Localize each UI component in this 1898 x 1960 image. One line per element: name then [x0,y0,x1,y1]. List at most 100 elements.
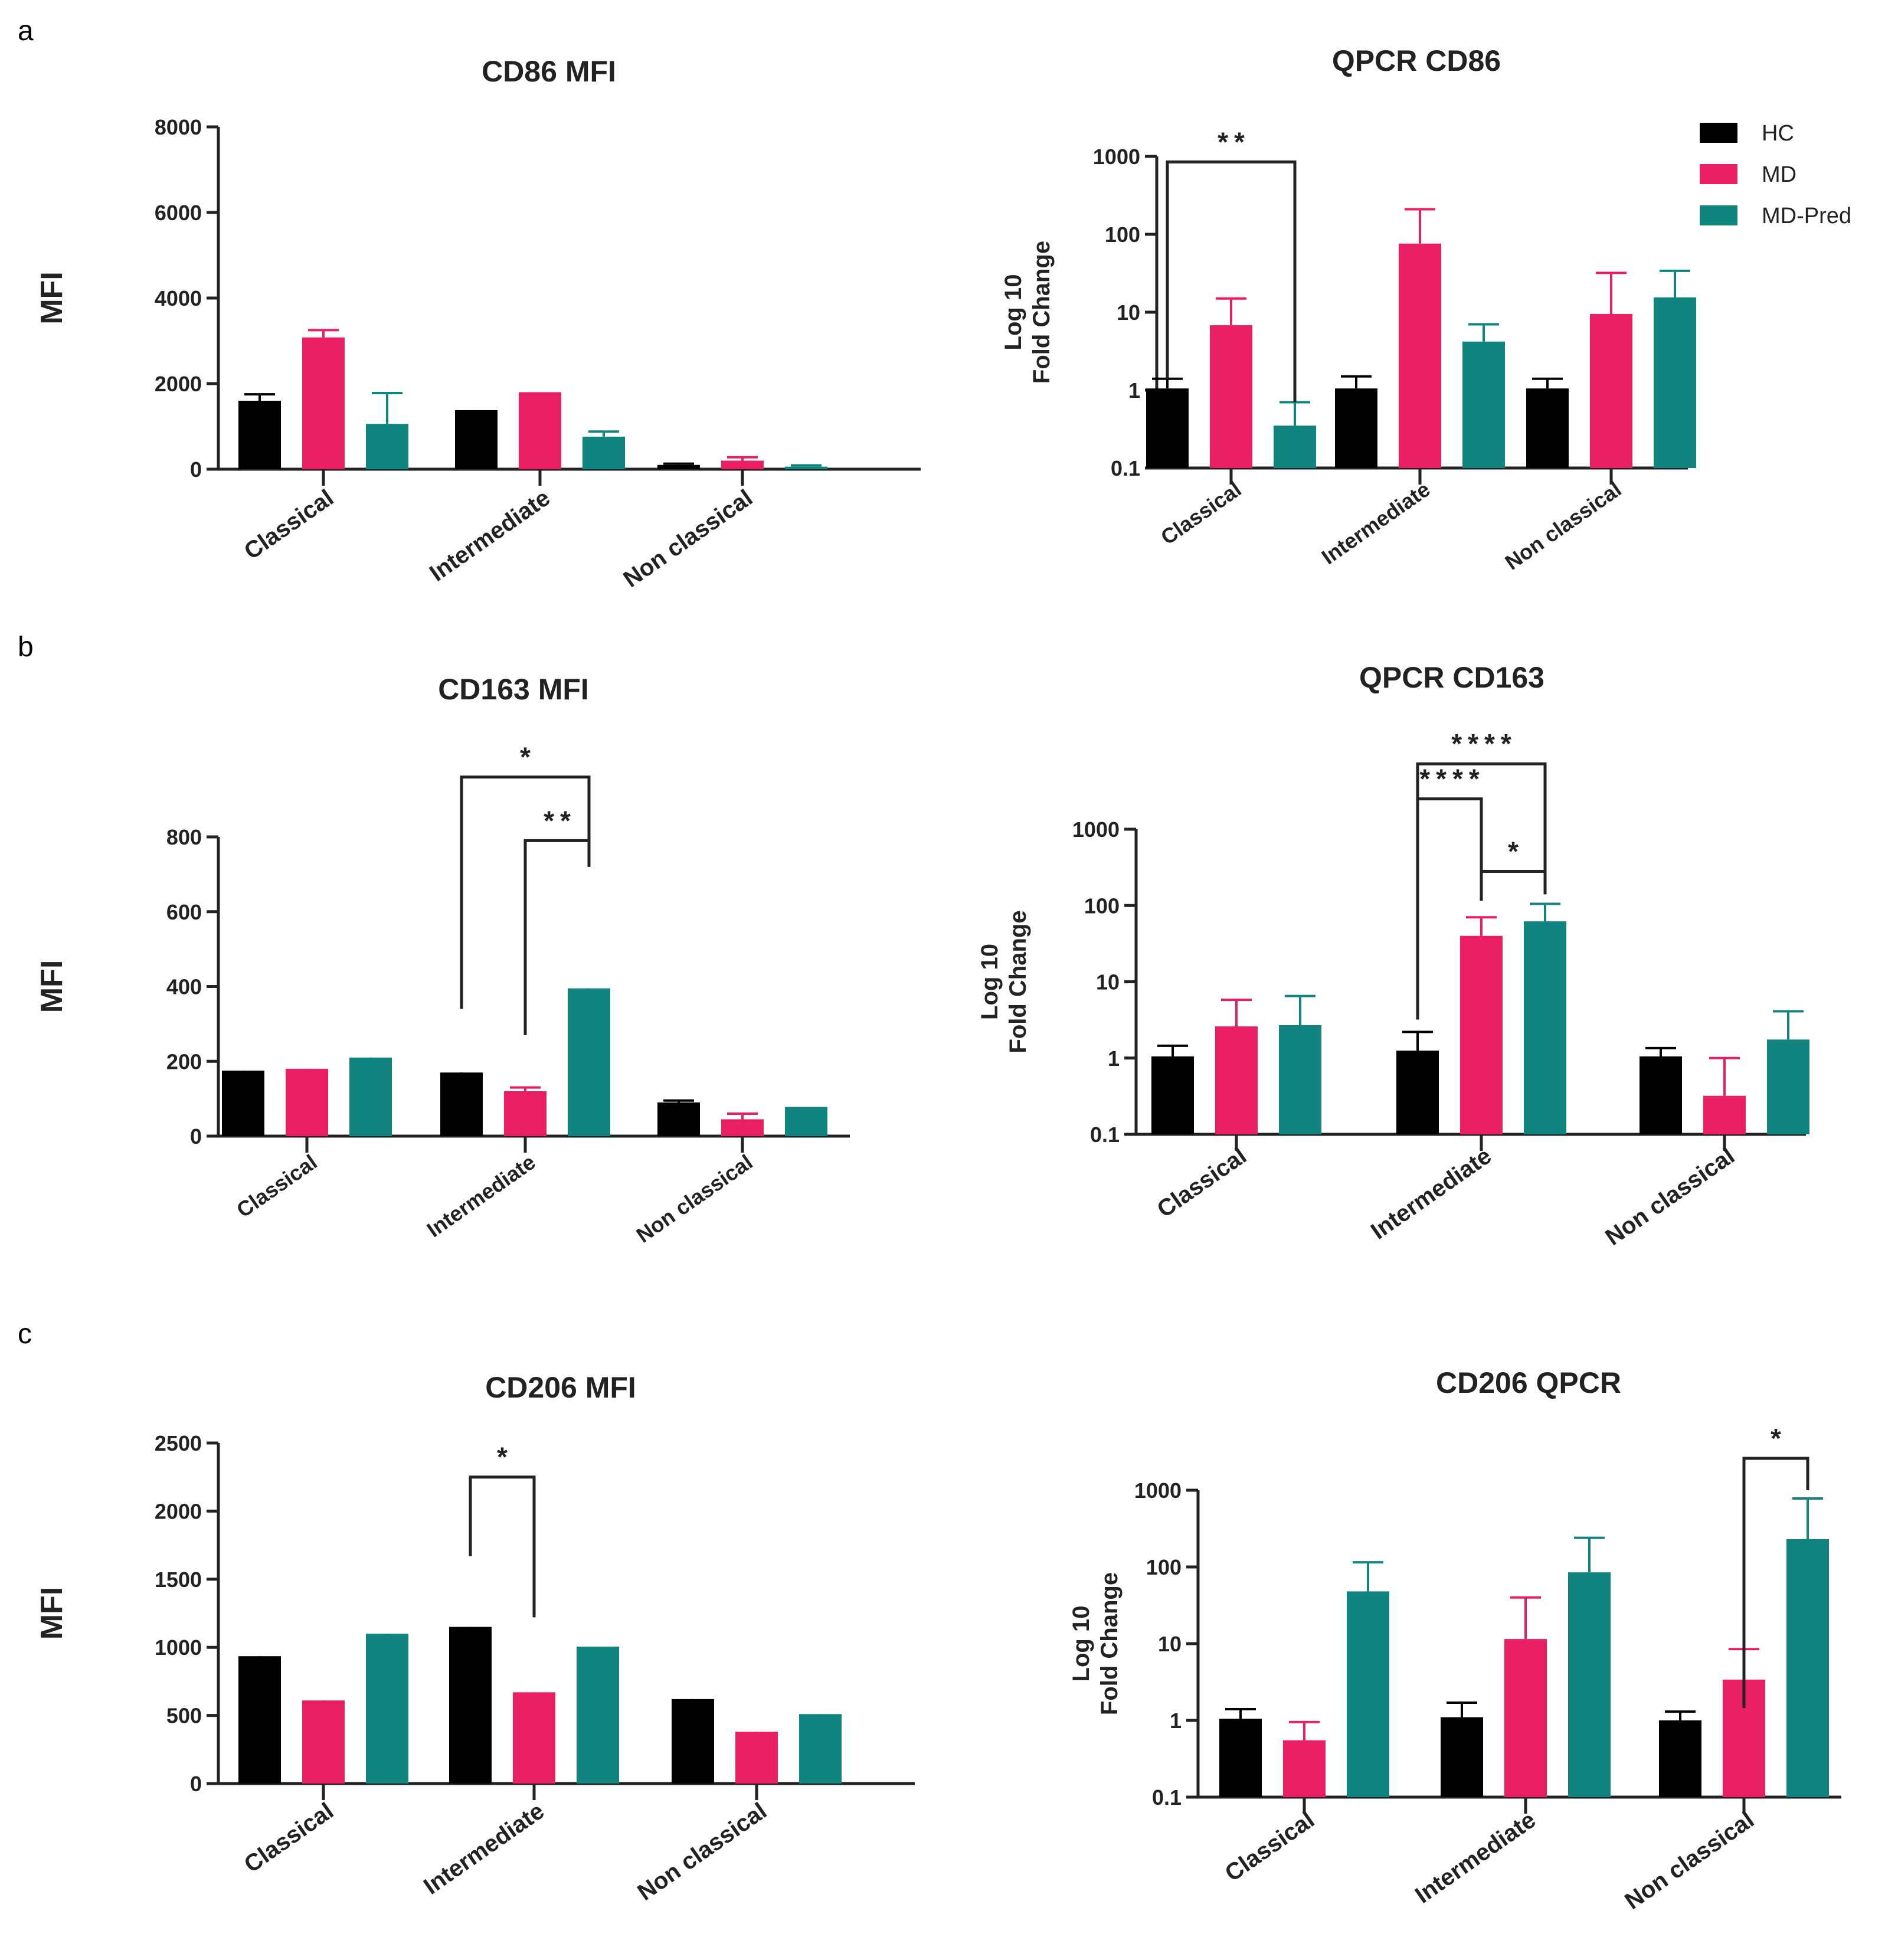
bar-md [1210,325,1252,468]
bar-md-pred [799,1714,842,1784]
y-tick-label: 800 [166,825,202,849]
y-axis-label: MFI [35,1587,69,1640]
bar-md-pred [1524,921,1566,1134]
panel-letter-c: c [18,1318,32,1350]
y-tick-label: 2000 [155,1499,202,1523]
significance-label: **** [1419,764,1485,794]
bar-hc [1441,1717,1483,1797]
bar-md-pred [785,1107,827,1136]
y-tick-label: 200 [166,1049,202,1074]
y-tick-label: 600 [166,900,202,924]
y-axis-label: MFI [35,271,69,325]
bar-md-pred [1767,1039,1809,1134]
significance-bracket [523,839,591,1035]
y-tick-label: 1000 [1072,817,1120,842]
y-tick-label: 10 [1158,1632,1182,1656]
bar-md [1703,1095,1746,1134]
bar-hc [1396,1051,1439,1134]
y-tick-label: 2500 [155,1431,202,1455]
significance-bracket [1416,797,1483,1020]
y-tick-label: 0.1 [1152,1785,1182,1810]
bar-md-pred [366,1634,408,1784]
y-axis-label-line2: Fold Change [1097,1572,1123,1715]
y-tick-label: 0 [190,457,202,482]
bar-md [721,1119,764,1136]
y-tick-label: 400 [166,975,202,999]
bar-md-pred [1654,297,1696,468]
significance-bracket [1166,160,1297,403]
significance-bracket [1742,1457,1809,1709]
chart-title: CD206 QPCR [1436,1366,1621,1399]
bar-md [1590,313,1632,468]
y-axis-label: MFI [35,960,69,1013]
bar-hc [449,1627,492,1784]
chart-title: QPCR CD86 [1332,44,1501,77]
bar-md [1460,935,1503,1134]
y-axis-label-line1: Log 10 [977,944,1003,1020]
bar-md [519,392,561,469]
legend-label-md: MD [1762,162,1796,187]
bar-hc [657,1102,700,1136]
bar-hc [1640,1056,1682,1134]
significance-label: **** [1451,728,1517,759]
legend-label-hc: HC [1762,121,1794,146]
y-tick-label: 500 [166,1704,202,1728]
bar-hc [222,1071,264,1136]
significance-label: * [520,742,536,773]
significance-bracket [1480,869,1547,901]
bar-md [1504,1639,1547,1797]
y-tick-label: 6000 [155,201,202,225]
panel-letter-a: a [18,15,34,47]
y-tick-label: 100 [1146,1555,1182,1579]
bar-md-pred [1274,426,1316,468]
y-tick-label: 1000 [155,1635,202,1660]
bar-hc [672,1699,714,1784]
significance-label: ** [1218,126,1251,157]
y-tick-label: 2000 [155,372,202,396]
bar-hc [1335,388,1377,468]
bar-hc [1146,388,1189,468]
y-axis-label-line2: Fold Change [1005,910,1031,1053]
bar-md-pred [568,988,610,1136]
y-tick-label: 100 [1084,894,1120,918]
significance-label: ** [544,805,577,836]
y-tick-label: 1000 [1134,1478,1182,1503]
y-tick-label: 100 [1105,222,1140,247]
y-axis-label-line1: Log 10 [1000,274,1026,351]
bar-md [302,1700,345,1784]
y-tick-label: 1 [1108,1046,1120,1071]
bar-md-pred [577,1647,619,1784]
bar-md [1215,1026,1258,1134]
chart-title: QPCR CD163 [1359,661,1544,694]
bar-md-pred [1279,1025,1321,1134]
bar-md-pred [1462,341,1505,468]
chart-title: CD206 MFI [485,1371,636,1404]
legend-swatch-md [1700,164,1737,184]
bar-md-pred [1786,1539,1829,1797]
panel-letter-b: b [18,631,34,663]
bar-md [735,1732,778,1784]
significance-bracket [1416,762,1547,878]
bar-hc [440,1072,483,1136]
y-tick-label: 10 [1117,300,1140,325]
significance-label: * [1508,836,1524,866]
y-tick-label: 10 [1096,970,1120,994]
bar-hc [238,401,281,469]
y-tick-label: 1 [1170,1709,1182,1733]
significance-bracket [460,776,591,1009]
y-tick-label: 1500 [155,1568,202,1592]
bar-hc [657,464,700,469]
y-tick-label: 1 [1128,378,1140,403]
significance-label: * [1771,1423,1787,1454]
bar-hc [1151,1056,1194,1134]
legend: HC MD MD-Pred [1700,121,1851,228]
y-axis-label-line2: Fold Change [1029,241,1055,384]
bar-hc [455,410,498,469]
bar-md [1399,243,1441,468]
bar-hc [238,1656,281,1784]
bar-md-pred [1568,1572,1611,1797]
significance-bracket [469,1475,536,1618]
bar-md [721,460,764,469]
significance-label: * [497,1442,513,1473]
